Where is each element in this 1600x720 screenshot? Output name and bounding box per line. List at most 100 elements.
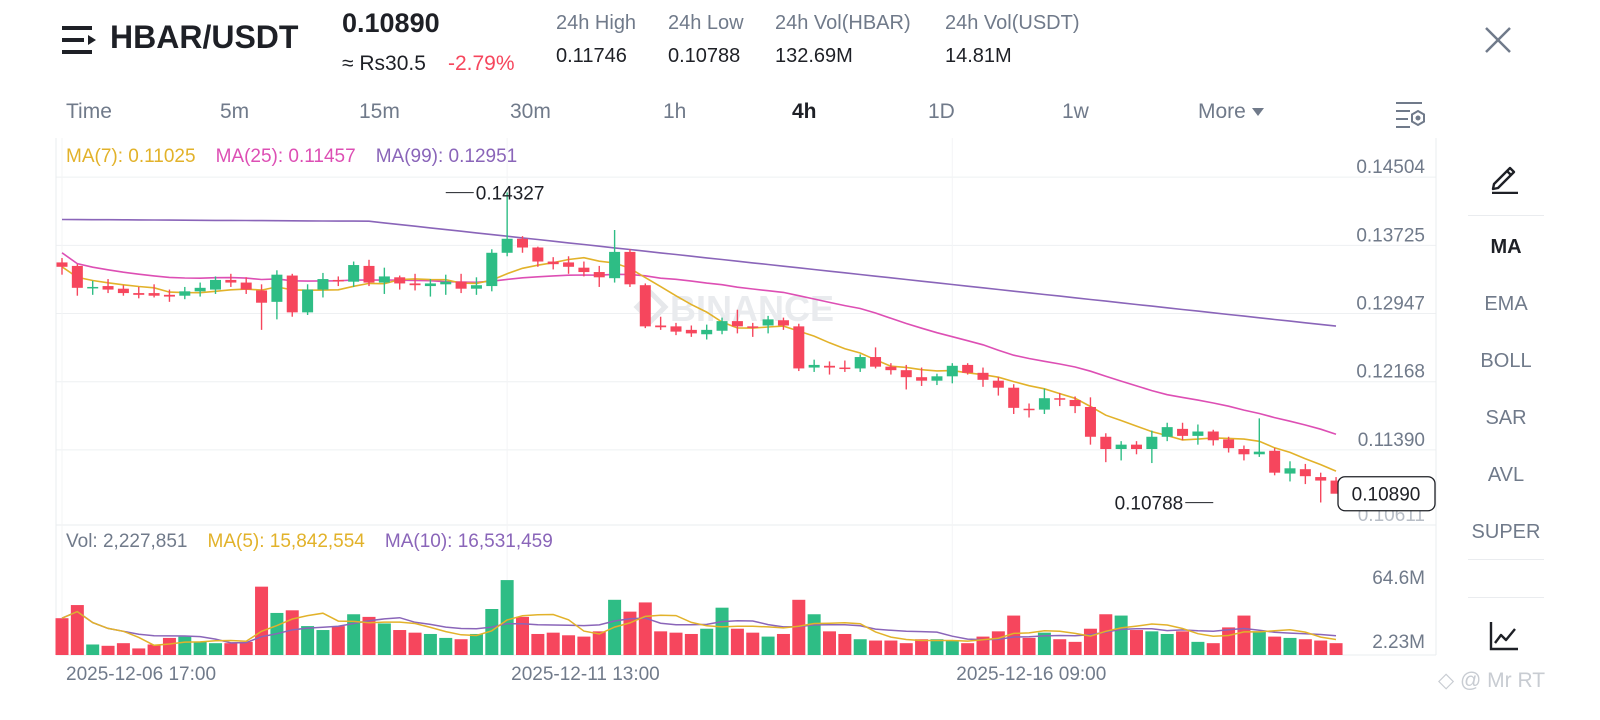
candle [609,229,621,283]
tab-30m[interactable]: 30m [510,100,551,123]
candle [1330,477,1342,494]
candle-body [701,329,713,335]
candle-body [179,291,191,296]
pair-title[interactable]: HBAR/USDT [110,19,299,55]
ma25-line [61,252,1337,436]
candle [56,258,68,275]
volume-bar [838,633,852,655]
candle-body [793,326,805,369]
candle [808,359,820,372]
candle-body [440,281,452,285]
local-price: ≈ Rs30.5 [342,52,426,75]
candle [532,246,544,267]
volume-bar [224,643,238,655]
tab-1w[interactable]: 1w [1062,100,1089,123]
volume-bar [393,630,407,655]
indicator-avl[interactable]: AVL [1487,464,1525,486]
volume-bar [1053,639,1067,655]
indicator-ema[interactable]: EMA [1484,293,1528,315]
volume-bar [1191,641,1205,655]
indicator-ma[interactable]: MA [1490,236,1522,258]
indicator-sar[interactable]: SAR [1485,407,1527,429]
candle [854,354,866,372]
price-chart[interactable]: BINANCE MA(7): 0.11025 MA(25): 0.11457 MA(… [0,138,1440,690]
volume-bar [700,628,714,655]
change-percent: -2.79% [448,52,515,75]
volume-bar [1083,628,1097,655]
volume-bar [162,637,176,655]
volume-bar [884,640,898,655]
volume-bar [1268,636,1282,655]
candle [225,273,237,287]
tab-1h[interactable]: 1h [663,100,687,123]
stat-24h-vol-quote: 24h Vol(USDT) 14.81M [945,12,1080,68]
volume-bar [546,632,560,655]
stat-value: 132.69M [775,45,853,67]
volume-bar [331,626,345,655]
candle-body [854,357,866,369]
indicator-boll[interactable]: BOLL [1480,350,1532,372]
volume-bar [239,641,253,655]
volume-bar [577,636,591,655]
tab-15m[interactable]: 15m [359,100,400,123]
candle-body [1023,408,1035,411]
candle-body [317,279,329,290]
candle-body [839,367,851,370]
tab-time[interactable]: Time [66,100,112,123]
stat-24h-high: 24h High 0.11746 [556,12,636,68]
volume-bar [178,636,192,655]
indicator-sidebar: MA EMA BOLL SAR AVL SUPER [1466,150,1546,680]
volume-bar [255,586,269,655]
volume-bar [623,611,637,655]
indicator-super[interactable]: SUPER [1471,521,1541,543]
volume-bar [715,607,729,655]
ma-legend-item: MA(7): 0.11025 [66,146,196,167]
candle [455,273,467,294]
chart-grid [55,138,1437,656]
candle-body [1038,398,1050,410]
candle [363,259,375,287]
line-chart-icon[interactable] [1488,620,1520,652]
candle [102,279,114,294]
volume-bar [1068,641,1082,655]
candle-body [946,365,958,377]
tab-1d[interactable]: 1D [928,100,955,123]
menu-icon[interactable] [62,24,98,56]
candle [148,284,160,298]
candle-body [409,283,421,286]
candle-body [885,366,897,371]
tab-4h[interactable]: 4h [792,100,817,123]
vol-ma10-line [61,610,1337,644]
candle [1192,424,1204,445]
candle-body [455,281,467,289]
price-tick-label: 0.12947 [1356,293,1425,314]
candle [747,322,759,337]
stat-value: 0.11746 [556,45,627,67]
candle [1161,422,1173,442]
candle [1223,436,1235,453]
candle [179,286,191,300]
close-icon[interactable] [1484,26,1512,54]
tab-5m[interactable]: 5m [220,100,250,123]
candle [762,315,774,334]
tab-more[interactable]: More [1198,100,1264,124]
candle-body [256,290,268,303]
vol-legend-item: MA(5): 15,842,554 [208,531,366,552]
volume-bar [1176,631,1190,655]
volume-bar [776,633,790,655]
candle [885,363,897,375]
candle [624,249,636,287]
chart-settings-icon[interactable] [1394,98,1428,130]
svg-text:BINANCE: BINANCE [670,288,834,329]
candle-body [302,289,314,313]
interval-tabs: Time 5m 15m 30m 1h 4h 1D 1w More [0,96,1440,132]
volume-bar [1252,631,1266,655]
candle [931,373,943,386]
candle [578,261,590,277]
candle [900,364,912,390]
volume-bar [1298,639,1312,655]
pencil-icon[interactable] [1488,160,1522,194]
volume-axis: 64.6M 2.23M [1372,568,1425,653]
candle [1284,461,1296,482]
volume-bar [86,644,100,655]
